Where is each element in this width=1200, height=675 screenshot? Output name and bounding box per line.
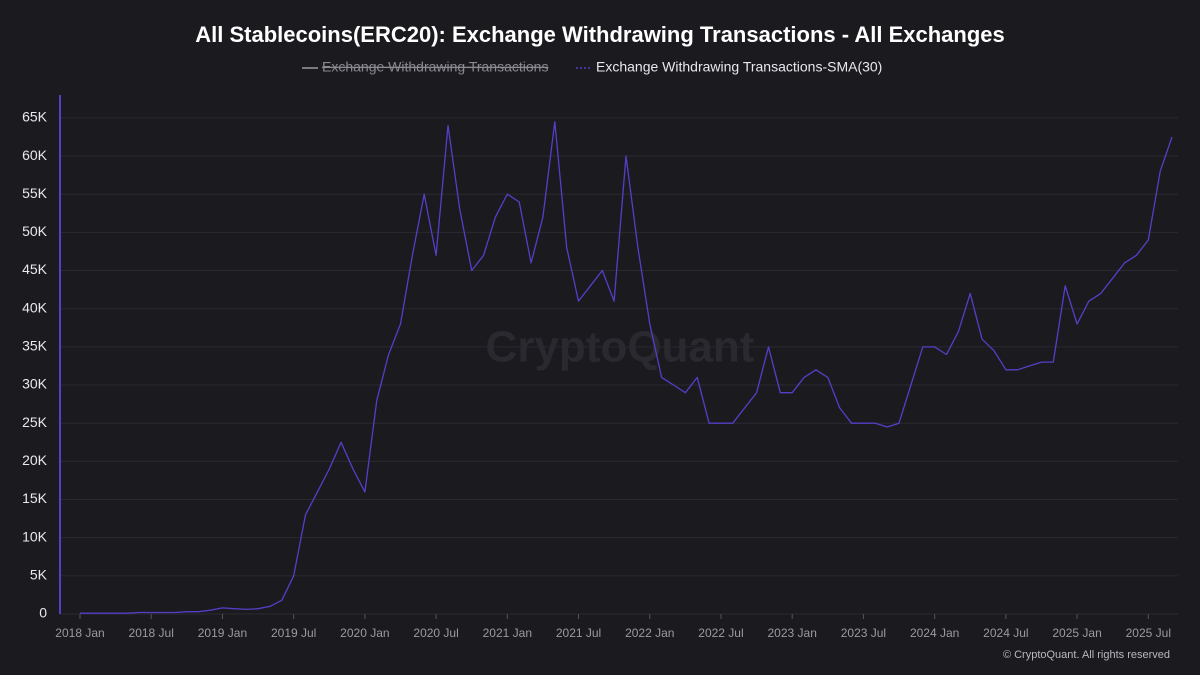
x-tick-label: 2023 Jan: [768, 626, 817, 640]
footer: © CryptoQuant. All rights reserved: [1003, 649, 1170, 661]
y-tick-label: 30K: [22, 376, 48, 392]
legend-label: Exchange Withdrawing Transactions-SMA(30…: [596, 59, 882, 75]
x-tick-label: 2018 Jul: [129, 626, 174, 640]
x-tick-label: 2021 Jan: [483, 626, 532, 640]
y-tick-label: 55K: [22, 185, 48, 201]
x-tick-label: 2022 Jan: [625, 626, 674, 640]
y-tick-label: 35K: [22, 338, 48, 354]
y-tick-label: 15K: [22, 490, 48, 506]
x-tick-label: 2025 Jan: [1052, 626, 1101, 640]
x-tick-label: 2019 Jul: [271, 626, 316, 640]
x-tick-label: 2023 Jul: [841, 626, 886, 640]
legend-label: Exchange Withdrawing Transactions: [322, 59, 548, 75]
y-tick-label: 45K: [22, 261, 48, 277]
chart-title: All Stablecoins(ERC20): Exchange Withdra…: [195, 22, 1005, 47]
y-tick-label: 25K: [22, 414, 48, 430]
y-tick-label: 50K: [22, 223, 48, 239]
line: [80, 121, 1173, 614]
y-tick-label: 20K: [22, 452, 48, 468]
x-tick-label: 2022 Jul: [698, 626, 743, 640]
x-tick-label: 2025 Jul: [1126, 626, 1171, 640]
x-tick-label: 2024 Jul: [983, 626, 1028, 640]
x-tick-label: 2019 Jan: [198, 626, 247, 640]
y-tick-label: 10K: [22, 528, 48, 544]
x-tick-label: 2020 Jul: [413, 626, 458, 640]
x-tick-label: 2018 Jan: [55, 626, 104, 640]
y-tick-label: 40K: [22, 299, 48, 315]
x-tick-label: 2024 Jan: [910, 626, 959, 640]
x-tick-label: 2021 Jul: [556, 626, 601, 640]
y-tick-label: 0: [39, 605, 47, 621]
y-tick-label: 65K: [22, 109, 48, 125]
y-tick-label: 5K: [30, 567, 48, 583]
x-tick-label: 2020 Jan: [340, 626, 389, 640]
y-tick-label: 60K: [22, 147, 48, 163]
